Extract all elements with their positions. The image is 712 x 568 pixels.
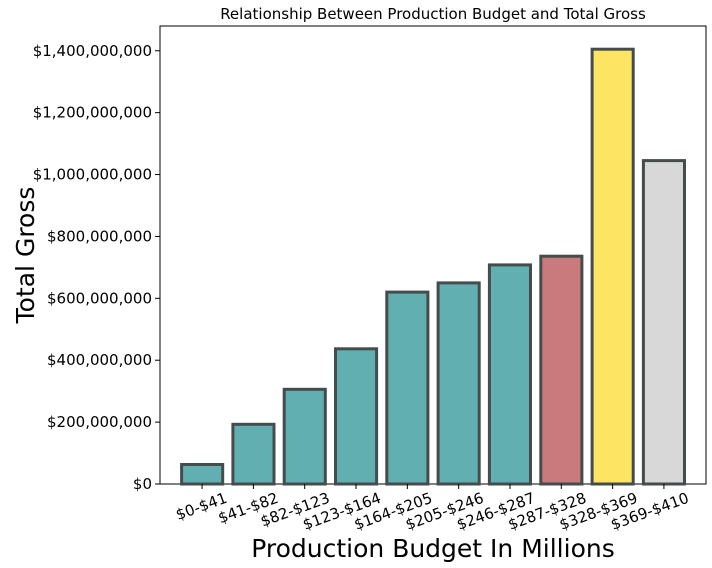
bar-8 [590,47,635,486]
y-tick-label: $1,400,000,000 [33,42,152,60]
bar-6 [487,263,532,486]
y-tick-label: $400,000,000 [47,351,152,369]
bar-9 [641,159,687,486]
chart-title: Relationship Between Production Budget a… [220,5,646,23]
x-axis-title: Production Budget In Millions [251,534,615,563]
plot-frame [159,25,707,485]
y-tick-label: $1,000,000,000 [33,166,152,184]
y-tick-label: $1,200,000,000 [33,104,152,122]
x-axis: $0-$41$41-$82$82-$123$123-$164$164-$205$… [173,484,691,534]
y-tick-label: $0 [133,475,152,493]
bar-7 [539,254,584,486]
plot-area [159,25,707,486]
y-tick-label: $200,000,000 [47,413,152,431]
bar-2 [282,387,327,486]
y-tick-label: $800,000,000 [47,227,152,245]
y-tick-label: $600,000,000 [47,289,152,307]
y-axis: $0 $200,000,000 $400,000,000 $600,000,000 $8… [33,42,160,493]
bar-5 [436,281,481,486]
bar-3 [334,347,379,486]
bar-4 [385,290,430,486]
bars-group [180,47,687,486]
bar-1 [231,422,276,486]
bar-0 [180,463,225,486]
y-axis-title: Total Gross [11,187,40,325]
